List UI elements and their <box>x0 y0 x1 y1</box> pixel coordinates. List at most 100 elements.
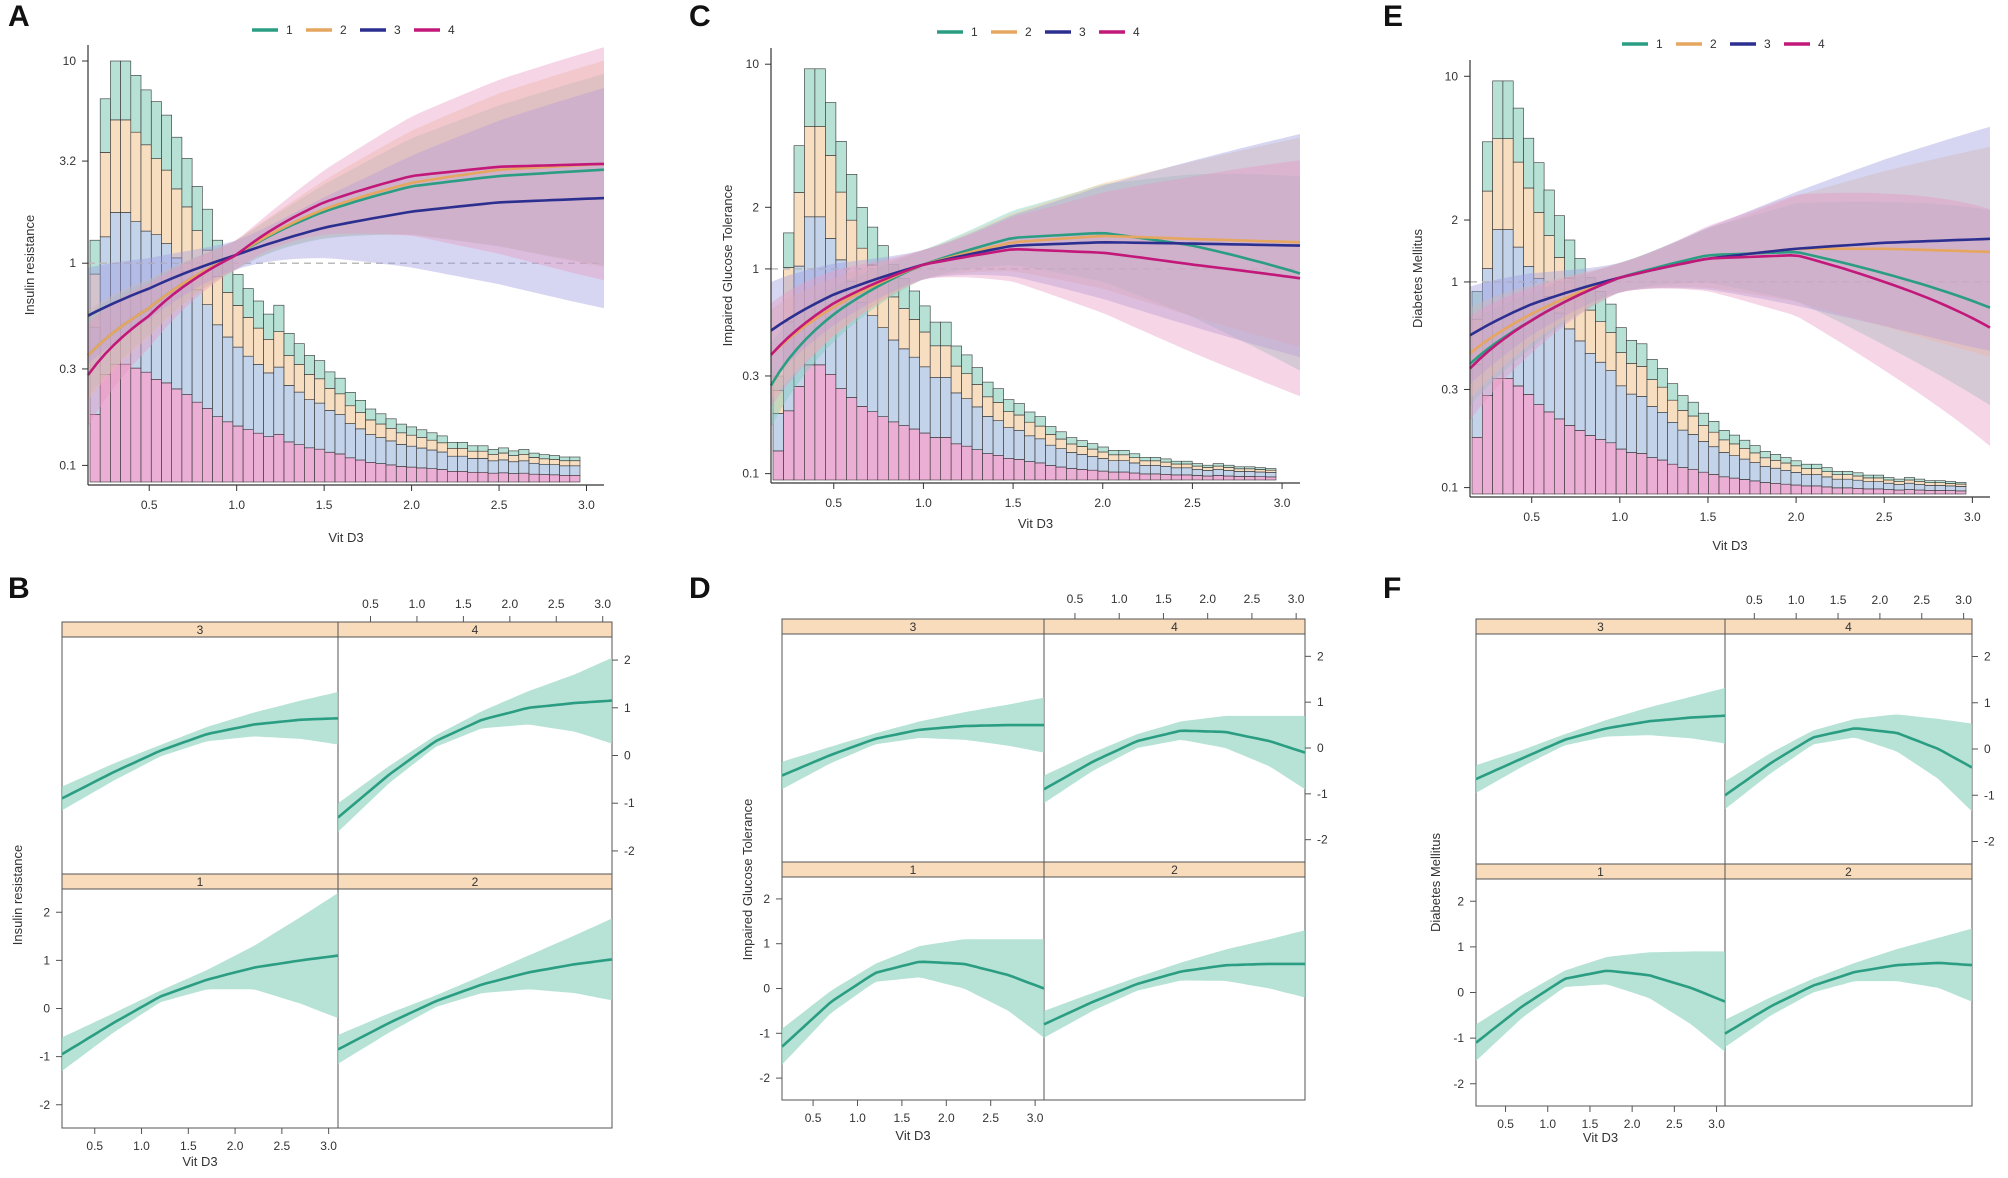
histogram-bar-segment <box>1924 480 1936 484</box>
x-tick-label: 1.5 <box>1582 1117 1599 1131</box>
histogram-bar-segment <box>569 456 581 462</box>
y-tick-label: 3.2 <box>59 154 76 168</box>
histogram-bar-segment <box>1811 468 1823 475</box>
histogram-bar-segment <box>1945 483 1957 487</box>
histogram-bar-segment <box>940 321 952 347</box>
x-tick-label: 2.5 <box>982 1111 999 1125</box>
y-tick-label: 1 <box>43 953 50 967</box>
histogram-bar-segment <box>940 345 952 378</box>
y-tick-label: 0 <box>763 982 770 996</box>
x-tick-label: 2.5 <box>1913 593 1930 607</box>
histogram-bar-segment <box>1883 489 1895 495</box>
histogram-bar-segment <box>1924 490 1936 495</box>
histogram-bar-segment <box>304 399 315 449</box>
histogram-bar-segment <box>1770 459 1782 469</box>
histogram-bar-segment <box>1055 438 1067 450</box>
histogram-bar-segment <box>1904 482 1915 490</box>
histogram-bar-segment <box>140 371 152 483</box>
histogram-bar-segment <box>1233 471 1245 477</box>
y-tick-label: 0 <box>1984 742 1991 756</box>
x-tick-label: 2.0 <box>1199 592 1216 606</box>
histogram-bar-segment <box>804 68 816 127</box>
histogram-bar-segment <box>929 437 942 481</box>
histogram-bar-segment <box>426 468 438 483</box>
histogram-bar-segment <box>1013 459 1025 481</box>
histogram-bar-segment <box>908 290 921 320</box>
y-axis-title: Impaired Glucose Tolerance <box>720 185 735 347</box>
confidence-band-series-3 <box>771 134 1300 380</box>
histogram-bar-segment <box>222 292 234 338</box>
fitted-line <box>1475 969 1726 1044</box>
histogram-bar-segment <box>772 450 784 481</box>
histogram-bar-segment <box>99 98 111 153</box>
histogram-bar-segment <box>1013 429 1025 460</box>
histogram-bar-segment <box>549 455 560 460</box>
facet-strip-label: 4 <box>472 623 479 637</box>
histogram-bar-segment <box>1801 463 1812 470</box>
histogram-bar-segment <box>1945 485 1957 491</box>
histogram-bar-segment <box>1739 458 1751 480</box>
histogram-bar-segment <box>1749 452 1761 463</box>
histogram-bar-segment <box>1471 436 1483 495</box>
histogram-bar-segment <box>559 460 571 467</box>
histogram-bar-segment <box>1790 472 1802 486</box>
y-tick-label: 0.1 <box>59 458 76 472</box>
histogram-bar-segment <box>1595 438 1607 495</box>
histogram-bar-segment <box>1667 421 1679 465</box>
histogram-bar-segment <box>1687 468 1699 495</box>
histogram-bar-segment <box>1729 443 1740 456</box>
legend-label-3: 3 <box>394 23 401 37</box>
histogram-bar-segment <box>1595 321 1607 363</box>
histogram-bar-segment <box>1893 483 1905 491</box>
x-tick-label: 2.0 <box>1094 496 1111 510</box>
confidence-band <box>1044 715 1305 803</box>
histogram-bar-segment <box>825 155 837 239</box>
histogram-bar-segment <box>1636 366 1648 397</box>
histogram-bar-segment <box>992 454 1004 481</box>
x-tick-label: 1.0 <box>849 1111 866 1125</box>
histogram-bar-segment <box>1034 438 1046 464</box>
histogram-bar-segment <box>1265 476 1277 481</box>
fitted-line <box>337 958 613 1051</box>
histogram-bar-segment <box>1066 437 1078 445</box>
histogram-bar-segment <box>1003 399 1015 413</box>
histogram-bar-segment <box>1677 395 1689 411</box>
histogram-bar-segment <box>120 119 132 213</box>
x-tick-label: 3.0 <box>1288 592 1305 606</box>
histogram-bar-segment <box>497 447 509 454</box>
histogram-bar-segment <box>1108 449 1120 456</box>
histogram-bar-segment <box>477 458 489 473</box>
legend-label-2: 2 <box>1710 37 1717 51</box>
histogram-bar-segment <box>1842 478 1854 489</box>
histogram-bar-segment <box>1066 443 1078 453</box>
y-tick-label: 0 <box>624 749 631 763</box>
y-tick-label: 2 <box>763 892 770 906</box>
histogram-bar-segment <box>1076 469 1088 481</box>
histogram-bar-segment <box>457 447 468 457</box>
histogram-bar-segment <box>982 396 994 417</box>
y-tick-label: 0 <box>1457 986 1464 1000</box>
histogram-bar-segment <box>1024 461 1036 481</box>
histogram-bar-segment <box>487 453 499 462</box>
histogram-bar-segment <box>1170 460 1182 465</box>
histogram-bar-segment <box>1790 465 1802 473</box>
histogram-bar-segment <box>1718 476 1730 495</box>
histogram-bar-segment <box>1945 490 1957 495</box>
histogram-bar-segment <box>1212 465 1224 470</box>
histogram-bar-segment <box>1066 452 1078 469</box>
facet-strip-1: 1 <box>781 861 1045 1065</box>
histogram-bar-segment <box>457 470 468 483</box>
y-axis-title: Diabetes Mellitus <box>1428 833 1443 932</box>
histogram-bar-segment <box>1160 458 1172 463</box>
histogram-bar-segment <box>971 367 983 385</box>
histogram-bar-segment <box>99 152 111 238</box>
fitted-line <box>1475 714 1726 781</box>
histogram-bar-segment <box>1646 406 1658 458</box>
histogram-bar-segment <box>908 319 921 358</box>
histogram-bar-segment <box>344 405 356 424</box>
histogram-bar-segment <box>375 463 387 483</box>
histogram-bar-segment <box>242 429 254 483</box>
histogram-bar-segment <box>898 348 910 426</box>
histogram-bar-segment <box>181 158 193 208</box>
histogram-bar-segment <box>919 305 931 333</box>
